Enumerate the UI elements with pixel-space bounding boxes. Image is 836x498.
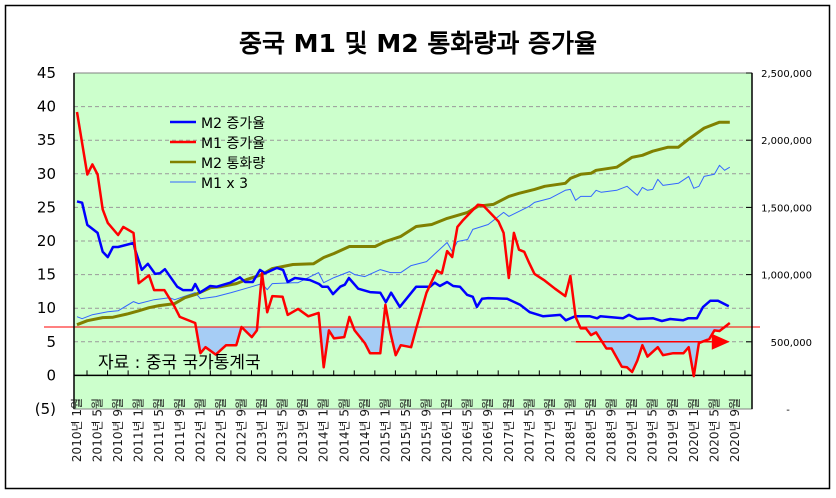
x-tick-label: 2018년 9월 bbox=[605, 398, 619, 462]
m2-growth-line bbox=[76, 200, 730, 323]
x-tick-label: 2016년 9월 bbox=[481, 398, 495, 462]
x-tick-label: 2012년 1월 bbox=[193, 398, 207, 462]
legend-label: M2 증가율 bbox=[201, 116, 265, 132]
x-tick-label: 2010년 5월 bbox=[91, 398, 105, 462]
x-tick-label: 2011년 5월 bbox=[152, 398, 166, 462]
x-tick-label: 2010년 9월 bbox=[111, 398, 125, 462]
x-tick-label: 2020년 9월 bbox=[728, 398, 742, 462]
x-tick-label: 2018년 1월 bbox=[563, 398, 577, 462]
y-left-tick-label: 0 bbox=[46, 366, 56, 384]
x-tick-label: 2012년 9월 bbox=[234, 398, 248, 462]
legend-label: M1 x 3 bbox=[201, 176, 248, 192]
x-tick-label: 2011년 9월 bbox=[173, 398, 187, 462]
x-tick-label: 2010년 1월 bbox=[70, 398, 84, 462]
y-left-tick-label: 30 bbox=[37, 165, 56, 183]
x-tick-label: 2017년 9월 bbox=[543, 398, 557, 462]
shaded-area-below-reference bbox=[77, 327, 730, 377]
y-left-tick-label: 5 bbox=[46, 333, 56, 351]
y-left-tick-label: (5) bbox=[35, 400, 56, 418]
y-right-tick-label: 500,000 bbox=[771, 338, 812, 349]
x-tick-label: 2013년 1월 bbox=[255, 398, 269, 462]
y-left-tick-label: 45 bbox=[37, 64, 56, 82]
y-right-tick-label: 2,500,000 bbox=[761, 69, 812, 80]
x-tick-label: 2015년 5월 bbox=[399, 398, 413, 462]
x-tick-label: 2016년 5월 bbox=[461, 398, 475, 462]
x-tick-label: 2019년 9월 bbox=[666, 398, 680, 462]
legend-label: M1 증가율 bbox=[201, 136, 265, 152]
y-right-tick-label: 1,500,000 bbox=[761, 203, 812, 214]
y-right-tick-label: 2,000,000 bbox=[761, 136, 812, 147]
y-left-tick-label: 15 bbox=[37, 266, 56, 284]
m2-amount-line bbox=[76, 120, 730, 327]
x-tick-label: 2020년 5월 bbox=[707, 398, 721, 462]
x-tick-label: 2018년 5월 bbox=[584, 398, 598, 462]
x-tick-label: 2015년 9월 bbox=[420, 398, 434, 462]
x-tick-label: 2014년 9월 bbox=[358, 398, 372, 462]
chart-title: 중국 M1 및 M2 통화량과 증가율 bbox=[239, 29, 597, 58]
legend-label: M2 통화량 bbox=[201, 156, 265, 172]
legend: M2 증가율 M1 증가율 M2 통화량 M1 x 3 bbox=[170, 116, 265, 192]
x-tick-label: 2013년 9월 bbox=[296, 398, 310, 462]
x-tick-label: 2017년 1월 bbox=[502, 398, 516, 462]
x-tick-label: 2013년 5월 bbox=[276, 398, 290, 462]
trend-arrow-head bbox=[711, 333, 730, 350]
x-tick-label: 2012년 5월 bbox=[214, 398, 228, 462]
x-tick-label: 2014년 5월 bbox=[337, 398, 351, 462]
y-right-tick-label: 1,000,000 bbox=[761, 271, 812, 282]
m1-growth-line bbox=[75, 111, 731, 378]
x-tick-label: 2019년 1월 bbox=[625, 398, 639, 462]
x-tick-label: 2020년 1월 bbox=[687, 398, 701, 462]
y-left-tick-label: 10 bbox=[37, 299, 56, 317]
x-tick-label: 2014년 1월 bbox=[317, 398, 331, 462]
x-tick-label: 2016년 1월 bbox=[440, 398, 454, 462]
x-tick-label: 2015년 1월 bbox=[378, 398, 392, 462]
y-left-tick-label: 20 bbox=[37, 232, 56, 250]
x-tick-label: 2017년 5월 bbox=[522, 398, 536, 462]
y-right-tick-label: - bbox=[786, 405, 790, 416]
x-tick-label: 2019년 5월 bbox=[646, 398, 660, 462]
x-tick-label: 2011년 1월 bbox=[132, 398, 146, 462]
y-left-tick-label: 25 bbox=[37, 198, 56, 216]
y-left-tick-label: 40 bbox=[37, 98, 56, 116]
source-note: 자료 : 중국 국가통계국 bbox=[98, 353, 261, 373]
y-left-tick-label: 35 bbox=[37, 131, 56, 149]
